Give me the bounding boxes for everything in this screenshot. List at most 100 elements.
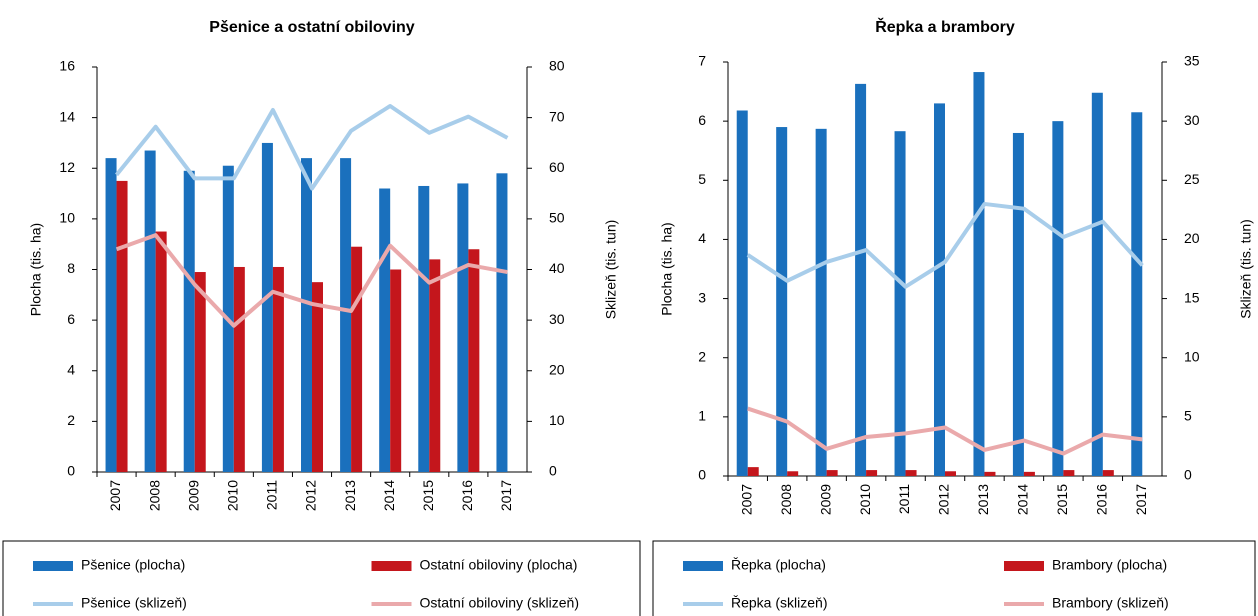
y2-tick-label: 5 [1184, 408, 1192, 424]
y2-tick-label: 30 [1184, 112, 1200, 128]
legend-label: Pšenice (sklizeň) [81, 595, 187, 611]
chart: Řepka a brambory Plocha (tis. ha) Sklizeň … [652, 17, 1256, 616]
y2-tick-label: 35 [1184, 53, 1200, 69]
bar [855, 83, 867, 476]
y2-tick-label: 20 [1184, 230, 1200, 246]
legend-swatch [371, 561, 412, 571]
y-tick-label: 8 [67, 260, 75, 276]
y-tick-label: 6 [698, 112, 706, 128]
x-tick-label: 2010 [857, 484, 873, 515]
bar [747, 467, 759, 476]
bar [934, 103, 945, 477]
y2-axis-label: Sklizeň (tis. tun) [1238, 219, 1254, 319]
legend-label: Řepka (plocha) [731, 557, 826, 573]
y2-tick-label: 0 [549, 463, 557, 479]
x-tick-label: 2011 [264, 480, 280, 510]
x-tick-label: 2017 [498, 480, 514, 511]
legend-box [2, 540, 641, 616]
bar [340, 158, 352, 472]
y2-tick-label: 40 [549, 260, 565, 276]
y-tick-label: 0 [67, 463, 75, 479]
y-tick-label: 12 [59, 159, 75, 175]
bar [418, 185, 430, 472]
x-tick-label: 2012 [303, 480, 319, 511]
bar [1023, 471, 1035, 476]
y-axis-label: Plocha (tis. ha) [28, 223, 44, 316]
bar [496, 173, 508, 472]
y2-tick-label: 25 [1184, 171, 1200, 187]
x-tick-label: 2010 [225, 480, 241, 511]
bar [1063, 470, 1075, 476]
x-tick-label: 2012 [936, 484, 952, 515]
x-tick-label: 2016 [1094, 484, 1110, 515]
bar [1012, 132, 1024, 476]
y2-tick-label: 15 [1184, 289, 1200, 305]
bar [116, 180, 128, 472]
bar [815, 128, 827, 476]
y2-tick-label: 20 [549, 361, 565, 377]
bar [390, 269, 402, 472]
bar [787, 471, 799, 476]
legend-swatch [683, 561, 723, 571]
bar [183, 170, 195, 472]
bar [984, 471, 996, 476]
bar [301, 158, 312, 472]
x-tick-label: 2015 [420, 480, 436, 511]
y-tick-label: 14 [59, 108, 75, 124]
y-tick-label: 1 [698, 408, 706, 424]
y-tick-label: 10 [59, 210, 75, 226]
legend-swatch [1004, 561, 1044, 571]
bar [272, 266, 284, 472]
bar [736, 110, 748, 477]
x-tick-label: 2007 [107, 480, 123, 511]
y-tick-label: 7 [698, 53, 706, 69]
legend-label: Brambory (sklizeň) [1052, 595, 1169, 611]
legend-label: Ostatní obiloviny (plocha) [420, 557, 578, 573]
line [747, 406, 1143, 456]
chart: Pšenice a ostatní obiloviny Plocha (tis. … [2, 19, 641, 616]
bar [1091, 92, 1103, 477]
x-tick-label: 2007 [738, 484, 754, 515]
y2-tick-label: 10 [1184, 348, 1200, 364]
y-tick-label: 2 [67, 412, 75, 428]
y2-tick-label: 80 [549, 58, 565, 74]
y-tick-label: 4 [698, 230, 706, 246]
bar [866, 470, 878, 476]
bar [776, 127, 788, 477]
y-tick-label: 0 [698, 467, 706, 483]
bar [973, 72, 985, 476]
x-tick-label: 2017 [1133, 484, 1149, 515]
bar [468, 249, 480, 472]
bar [261, 142, 273, 472]
bar [1052, 121, 1064, 477]
line [746, 201, 1144, 289]
bar [1131, 112, 1143, 477]
x-tick-label: 2014 [381, 480, 397, 511]
y-axis-label: Plocha (tis. ha) [659, 222, 675, 315]
x-tick-label: 2011 [896, 484, 912, 514]
x-tick-label: 2016 [459, 480, 475, 511]
y2-axis-label: Sklizeň (tis. tun) [603, 220, 619, 320]
x-tick-label: 2015 [1054, 484, 1070, 515]
chart-title: Řepka a brambory [875, 17, 1015, 36]
legend-label: Pšenice (plocha) [81, 557, 185, 573]
y-tick-label: 16 [59, 58, 75, 74]
bar [945, 471, 956, 476]
bar [233, 266, 245, 472]
x-tick-label: 2008 [778, 484, 794, 515]
x-tick-label: 2009 [817, 484, 833, 515]
legend-swatch [33, 561, 73, 571]
chart-title: Pšenice a ostatní obiloviny [209, 19, 414, 36]
legend-label: Ostatní obiloviny (sklizeň) [420, 595, 580, 611]
bar [1102, 470, 1114, 476]
y2-tick-label: 0 [1184, 467, 1192, 483]
bar [379, 188, 391, 472]
bar [894, 131, 906, 476]
y2-tick-label: 70 [549, 108, 565, 124]
line [115, 233, 508, 328]
bar [905, 470, 917, 476]
bar [312, 282, 323, 472]
y2-tick-label: 30 [549, 311, 565, 327]
y2-tick-label: 60 [549, 159, 565, 175]
